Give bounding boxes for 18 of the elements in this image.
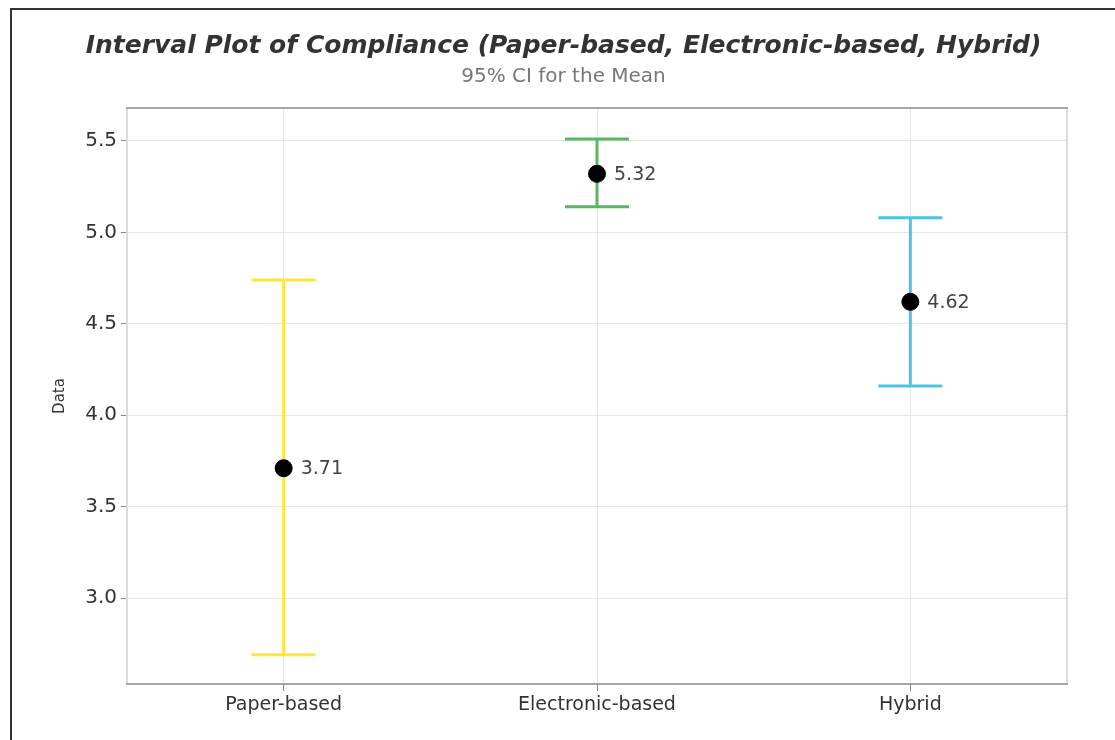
chart-subtitle: 95% CI for the Mean (461, 63, 666, 88)
chart-title: Interval Plot of Compliance (Paper-based, Electronic-based, Hybrid) (85, 29, 1042, 59)
point (274, 459, 293, 478)
x-tick-label: Paper-based (225, 692, 343, 715)
data-label: 5.32 (614, 161, 657, 184)
y-axis-title: Data (49, 378, 68, 414)
data-label: 3.71 (300, 456, 343, 479)
y-tick-label: 5.0 (85, 218, 117, 243)
x-tick-label: Electronic-based (518, 692, 676, 715)
y-tick-label: 3.5 (85, 492, 117, 517)
y-tick-label: 5.5 (85, 127, 117, 152)
point (588, 164, 606, 183)
y-tick-label: 4.5 (85, 309, 117, 334)
x-tick-label: Hybrid (878, 692, 942, 715)
y-tick-label: 3.0 (85, 584, 117, 609)
point (901, 292, 920, 311)
data-label: 4.62 (927, 289, 970, 312)
y-tick-label: 4.0 (85, 401, 117, 426)
